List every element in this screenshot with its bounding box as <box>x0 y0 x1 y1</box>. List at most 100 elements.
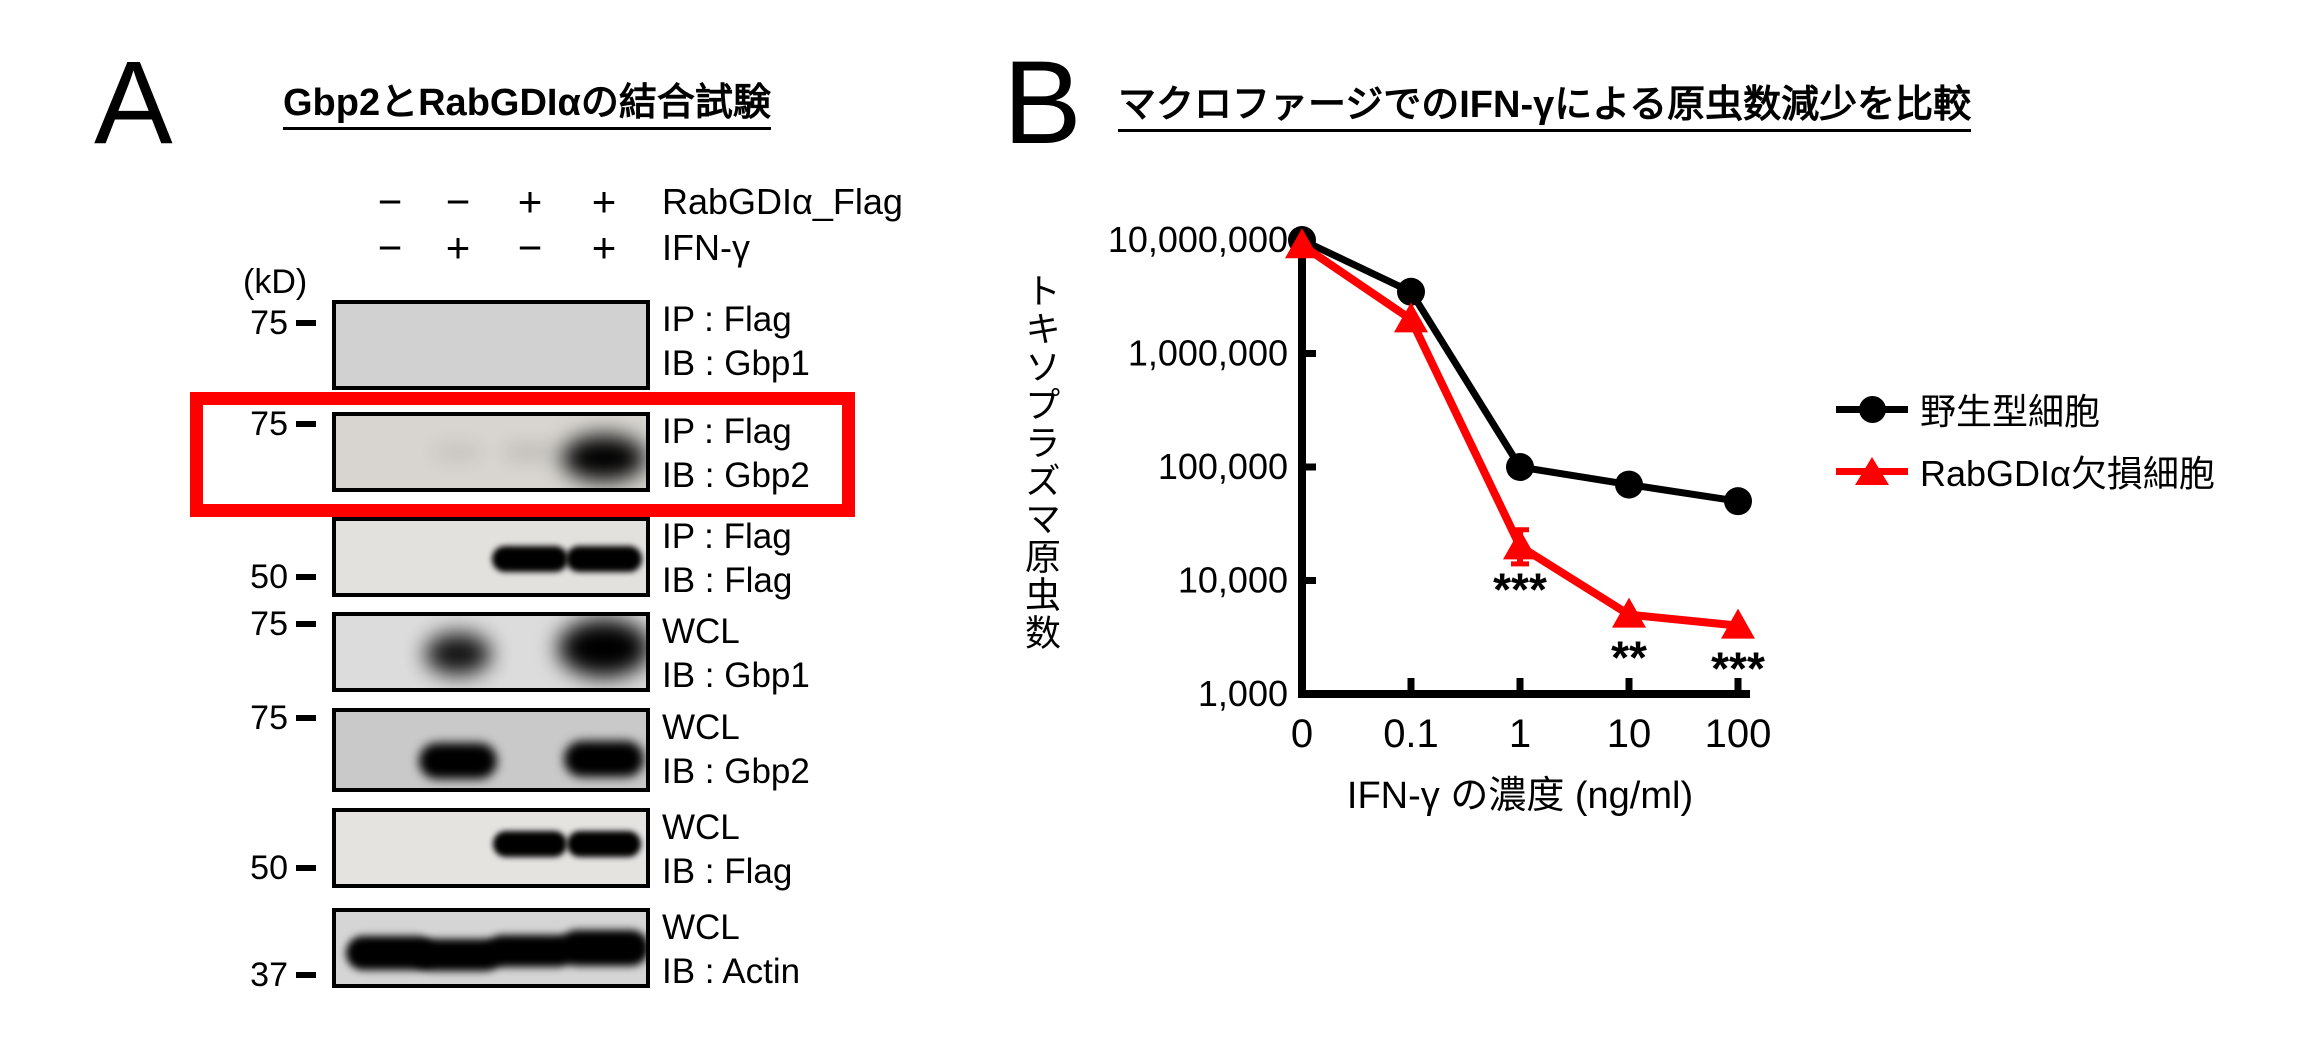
blot-strip <box>332 412 650 492</box>
legend-label: RabGDIα欠損細胞 <box>1920 453 2215 494</box>
condition-value: − <box>517 224 543 271</box>
blot-label-line2: IB : Gbp1 <box>662 656 810 695</box>
data-point-circle <box>1724 487 1752 516</box>
blot-band <box>559 930 646 966</box>
highlight-box <box>190 392 855 517</box>
blot-label: IP : Flag IB : Gbp1 <box>662 298 810 386</box>
condition-row-label: IFN-γ <box>662 227 750 268</box>
legend-marker <box>1836 382 1908 436</box>
blot-strip <box>332 808 650 888</box>
blot-band <box>564 741 644 777</box>
significance-stars: ** <box>1611 632 1647 684</box>
x-tick-label: 100 <box>1705 712 1772 756</box>
mw-tick <box>296 421 316 427</box>
mw-marker: 50 <box>250 849 288 887</box>
data-point-circle <box>1506 453 1534 481</box>
blot-label-line2: IB : Flag <box>662 561 793 600</box>
significance-stars: *** <box>1493 563 1547 615</box>
condition-value: − <box>377 224 403 271</box>
mw-marker: 75 <box>250 605 288 643</box>
blot-label-line1: WCL <box>662 612 740 651</box>
blot-band <box>431 442 485 462</box>
condition-value: + <box>591 224 617 271</box>
blot-label-line2: IB : Gbp2 <box>662 456 810 495</box>
y-tick-label: 1,000,000 <box>1128 333 1288 374</box>
blot-label-line1: WCL <box>662 908 740 947</box>
blot-label-line1: WCL <box>662 808 740 847</box>
blot-label: IP : Flag IB : Gbp2 <box>662 410 810 498</box>
data-point-triangle <box>1721 608 1755 639</box>
panel-b-label: B <box>1003 37 1082 169</box>
blot-strip <box>332 612 650 692</box>
panel-a-label: A <box>94 37 173 169</box>
legend-item: 野生型細胞 <box>1836 382 2100 436</box>
mw-marker: 75 <box>250 405 288 443</box>
blot-label-line2: IB : Actin <box>662 952 801 991</box>
data-point-triangle <box>1394 302 1428 333</box>
y-tick-label: 10,000 <box>1178 560 1288 601</box>
blot-band <box>558 619 646 677</box>
data-point-triangle <box>1612 597 1646 628</box>
condition-value: − <box>377 178 403 225</box>
mw-tick <box>296 320 316 326</box>
legend-item: RabGDIα欠損細胞 <box>1836 444 2215 498</box>
blot-label: IP : Flag IB : Flag <box>662 515 792 603</box>
data-point-triangle <box>1503 529 1537 560</box>
axes <box>1298 243 1750 698</box>
legend-label: 野生型細胞 <box>1920 391 2101 432</box>
blot-strip <box>332 300 650 390</box>
x-tick-label: 0.1 <box>1383 712 1439 756</box>
mw-tick <box>296 574 316 580</box>
kd-unit-label: (kD) <box>243 263 308 301</box>
y-axis-title: トキソプラズマ原虫数 <box>1020 272 1061 652</box>
blot-label-line2: IB : Gbp1 <box>662 344 810 383</box>
x-tick-label: 10 <box>1607 712 1652 756</box>
condition-value: + <box>445 224 471 271</box>
blot-label: WCL IB : Actin <box>662 906 800 994</box>
blot-label-line1: IP : Flag <box>662 517 792 556</box>
condition-value: + <box>591 178 617 225</box>
data-point-circle <box>1615 470 1643 499</box>
blot-strip <box>332 517 650 597</box>
legend-triangle-icon <box>1855 457 1889 485</box>
blot-label: WCL IB : Flag <box>662 806 792 894</box>
blot-band <box>425 633 491 675</box>
blot-band <box>567 831 641 857</box>
blot-band <box>501 441 559 463</box>
blot-band <box>419 743 497 779</box>
blot-strip <box>332 908 650 988</box>
x-tick-label: 0 <box>1291 712 1313 756</box>
panel-b-title: マクロファージでのIFN-γによる原虫数減少を比較 <box>1118 85 1972 132</box>
mw-tick <box>296 715 316 721</box>
y-tick-label: 100,000 <box>1158 446 1288 487</box>
y-tick-label: 10,000,000 <box>1108 219 1288 260</box>
blot-label-line1: WCL <box>662 708 740 747</box>
blot-band <box>566 546 642 572</box>
mw-marker: 75 <box>250 699 288 737</box>
panel-a-title: Gbp2とRabGDIαの結合試験 <box>283 83 771 130</box>
x-tick-label: 1 <box>1509 712 1531 756</box>
mw-marker: 50 <box>250 558 288 596</box>
legend-circle-icon <box>1859 396 1886 423</box>
blot-label-line1: IP : Flag <box>662 300 792 339</box>
condition-value: + <box>517 178 543 225</box>
mw-marker: 75 <box>250 304 288 342</box>
data-point-triangle <box>1285 228 1319 259</box>
mw-tick <box>296 865 316 871</box>
y-tick-label: 1,000 <box>1198 673 1288 714</box>
mw-marker: 37 <box>250 956 288 994</box>
significance-stars: *** <box>1711 643 1765 695</box>
x-axis-title: IFN-γ の濃度 (ng/ml) <box>1346 775 1694 817</box>
mw-tick <box>296 621 316 627</box>
blot-label: WCL IB : Gbp2 <box>662 706 810 794</box>
blot-label-line2: IB : Gbp2 <box>662 752 810 791</box>
blot-band <box>492 546 568 572</box>
condition-row-label: RabGDIα_Flag <box>662 181 903 222</box>
blot-strip <box>332 708 650 792</box>
condition-value: − <box>445 178 471 225</box>
mw-tick <box>296 972 316 978</box>
blot-label: WCL IB : Gbp1 <box>662 610 810 698</box>
data-point-circle <box>1397 277 1425 306</box>
